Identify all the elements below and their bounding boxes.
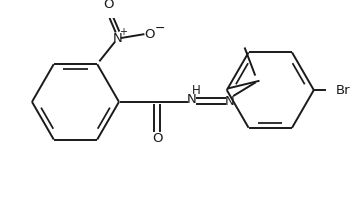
Text: N: N xyxy=(186,93,196,106)
Text: O: O xyxy=(144,28,155,41)
Text: +: + xyxy=(119,27,127,37)
Text: O: O xyxy=(103,0,113,11)
Text: H: H xyxy=(191,84,201,97)
Text: N: N xyxy=(112,32,122,45)
Text: −: − xyxy=(155,21,165,34)
Text: N: N xyxy=(225,95,235,108)
Text: Br: Br xyxy=(336,84,350,97)
Text: O: O xyxy=(152,132,162,145)
